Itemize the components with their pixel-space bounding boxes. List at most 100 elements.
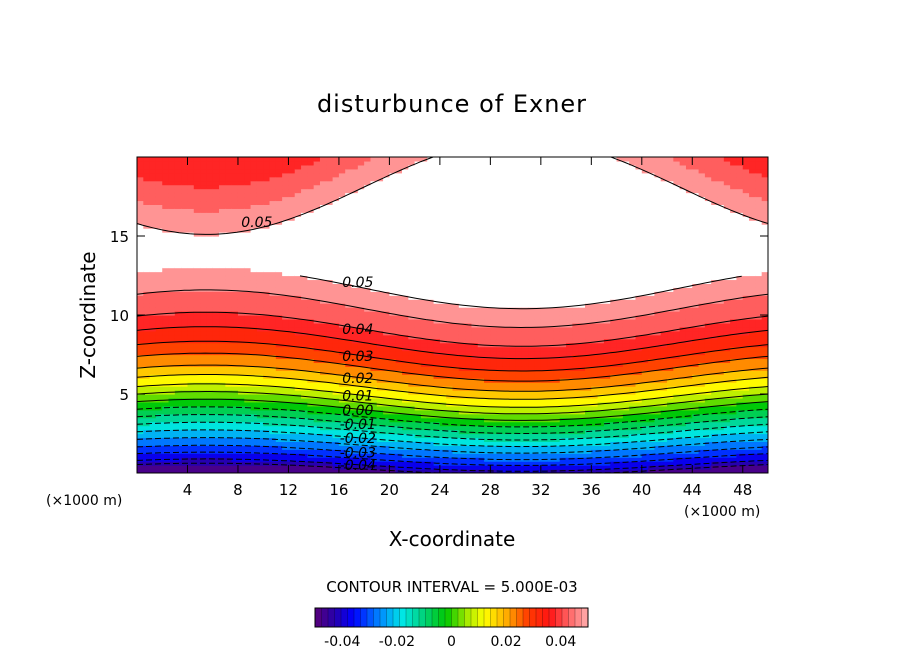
- contour-cell: [137, 405, 144, 411]
- contour-cell: [288, 157, 296, 162]
- contour-cell: [294, 267, 302, 273]
- contour-cell: [370, 295, 378, 300]
- contour-cell: [496, 204, 504, 209]
- contour-cell: [351, 366, 359, 371]
- contour-cell: [326, 208, 334, 213]
- contour-cell: [244, 200, 252, 205]
- contour-cell: [458, 417, 466, 423]
- contour-cell: [143, 267, 151, 273]
- contour-cell: [345, 330, 353, 336]
- contour-cell: [168, 192, 176, 198]
- contour-cell: [193, 433, 201, 439]
- contour-cell: [256, 184, 264, 190]
- contour-cell: [282, 255, 290, 261]
- contour-cell: [319, 469, 327, 473]
- contour-cell: [181, 287, 189, 292]
- contour-cell: [187, 322, 195, 328]
- contour-cell: [168, 346, 176, 352]
- contour-cell: [465, 263, 473, 269]
- contour-cell: [427, 374, 435, 379]
- contour-cell: [420, 224, 428, 229]
- contour-cell: [452, 358, 460, 363]
- contour-cell: [269, 358, 277, 363]
- contour-cell: [496, 192, 504, 198]
- contour-cell: [275, 283, 283, 288]
- contour-cell: [162, 184, 170, 190]
- contour-cell: [427, 469, 435, 473]
- contour-cell: [193, 196, 201, 202]
- contour-cell: [301, 216, 308, 221]
- contour-cell: [269, 342, 277, 348]
- contour-cell: [137, 303, 144, 308]
- contour-cell: [313, 160, 321, 166]
- contour-cell: [219, 334, 226, 340]
- contour-cell: [357, 421, 365, 427]
- contour-cell: [149, 192, 157, 198]
- contour-cell: [168, 366, 176, 371]
- contour-cell: [471, 346, 479, 352]
- contour-cell: [193, 457, 201, 462]
- contour-cell: [187, 283, 195, 288]
- contour-cell: [250, 358, 258, 363]
- contour-cell: [402, 318, 409, 324]
- contour-cell: [319, 445, 327, 450]
- contour-cell: [465, 247, 473, 253]
- contour-cell: [332, 405, 340, 411]
- contour-cell: [338, 164, 346, 170]
- contour-cell: [162, 275, 170, 281]
- contour-cell: [250, 449, 258, 454]
- contour-cell: [275, 172, 283, 178]
- contour-cell: [439, 394, 447, 399]
- contour-cell: [326, 251, 334, 257]
- contour-cell: [364, 236, 372, 241]
- contour-cell: [143, 247, 151, 253]
- contour-cell: [509, 291, 517, 296]
- contour-cell: [471, 176, 479, 182]
- contour-cell: [162, 421, 170, 427]
- contour-cell: [414, 259, 422, 265]
- contour-cell: [282, 263, 290, 269]
- contour-cell: [149, 461, 157, 466]
- contour-cell: [143, 417, 151, 423]
- contour-cell: [319, 275, 327, 281]
- contour-cell: [263, 267, 271, 273]
- contour-cell: [515, 251, 523, 257]
- contour-cell: [326, 326, 334, 332]
- contour-cell: [256, 283, 264, 288]
- contour-cell: [155, 176, 163, 182]
- contour-cell: [452, 318, 460, 324]
- contour-cell: [155, 160, 163, 166]
- contour-cell: [244, 196, 252, 202]
- contour-cell: [345, 224, 353, 229]
- contour-cell: [307, 350, 315, 356]
- contour-cell: [458, 176, 466, 182]
- contour-cell: [452, 326, 460, 332]
- contour-cell: [155, 212, 163, 217]
- contour-cell: [174, 224, 182, 229]
- contour-cell: [137, 251, 144, 257]
- contour-cell: [484, 401, 491, 407]
- contour-cell: [332, 413, 340, 419]
- contour-cell: [155, 409, 163, 415]
- contour-cell: [155, 441, 163, 446]
- contour-cell: [181, 204, 189, 209]
- contour-cell: [149, 299, 157, 304]
- contour-cell: [509, 239, 517, 245]
- contour-cell: [357, 200, 365, 205]
- contour-cell: [351, 236, 359, 241]
- contour-cell: [250, 299, 258, 304]
- contour-cell: [370, 413, 378, 419]
- contour-cell: [414, 465, 422, 470]
- contour-cell: [206, 334, 214, 340]
- contour-cell: [490, 263, 498, 269]
- contour-cell: [263, 378, 271, 383]
- contour-cell: [420, 303, 428, 308]
- contour-cell: [288, 334, 296, 340]
- contour-cell: [370, 334, 378, 340]
- contour-cell: [427, 251, 435, 257]
- contour-cell: [288, 409, 296, 415]
- contour-cell: [345, 271, 353, 277]
- contour-cell: [206, 291, 214, 296]
- contour-cell: [155, 453, 163, 458]
- contour-cell: [149, 425, 157, 431]
